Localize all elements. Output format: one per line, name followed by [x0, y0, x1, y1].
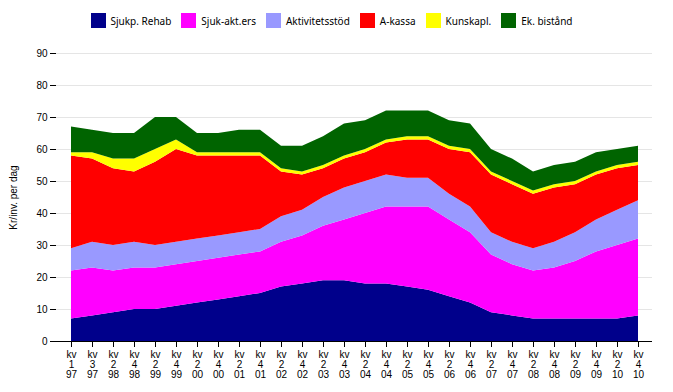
html-text:Sjuk-akt.ers: Sjuk-akt.ers [201, 13, 256, 28]
svg-text:30: 30 [36, 240, 48, 251]
svg-text:kv405: kv405 [423, 349, 435, 380]
svg-text:60: 60 [36, 144, 48, 155]
svg-text:50: 50 [36, 176, 48, 187]
svg-text:90: 90 [36, 48, 48, 59]
html-text:Kunskapl.: Kunskapl. [445, 13, 492, 28]
svg-text:kv197: kv197 [66, 349, 78, 380]
svg-text:kv299: kv299 [150, 349, 162, 380]
html-text:Ek. bistånd: Ek. bistånd [521, 13, 573, 28]
svg-text:kv410: kv410 [633, 349, 645, 380]
svg-text:kv404: kv404 [381, 349, 393, 380]
svg-text:kv498: kv498 [129, 349, 141, 380]
svg-text:kv200: kv200 [192, 349, 204, 380]
svg-text:40: 40 [36, 208, 48, 219]
html-text:Sjukp. Rehab: Sjukp. Rehab [110, 13, 172, 28]
svg-text:kv400: kv400 [213, 349, 225, 380]
svg-text:kv203: kv203 [318, 349, 330, 380]
svg-text:70: 70 [36, 112, 48, 123]
svg-text:kv409: kv409 [591, 349, 603, 380]
svg-text:kv408: kv408 [549, 349, 561, 380]
svg-text:kv407: kv407 [507, 349, 519, 380]
svg-text:10: 10 [36, 304, 48, 315]
svg-text:kv204: kv204 [360, 349, 372, 380]
svg-text:kv207: kv207 [486, 349, 498, 380]
svg-text:kv406: kv406 [465, 349, 477, 380]
html-text:A-kassa: A-kassa [379, 13, 416, 28]
svg-text:kv298: kv298 [108, 349, 120, 380]
svg-text:kv499: kv499 [171, 349, 183, 380]
svg-text:0: 0 [42, 336, 48, 347]
svg-text:kv402: kv402 [297, 349, 309, 380]
svg-text:kv202: kv202 [276, 349, 288, 380]
svg-text:20: 20 [36, 272, 48, 283]
svg-text:kv208: kv208 [528, 349, 540, 380]
svg-text:kv403: kv403 [339, 349, 351, 380]
svg-text:Kr/inv. per dag: Kr/inv. per dag [8, 165, 19, 229]
svg-text:kv397: kv397 [87, 349, 99, 380]
svg-text:kv205: kv205 [402, 349, 414, 380]
svg-text:kv210: kv210 [612, 349, 624, 380]
svg-text:kv401: kv401 [255, 349, 267, 380]
html-text:Aktivitetsstöd: Aktivitetsstöd [286, 13, 350, 28]
svg-text:kv209: kv209 [570, 349, 582, 380]
svg-text:80: 80 [36, 80, 48, 91]
svg-text:kv201: kv201 [234, 349, 246, 380]
svg-text:kv206: kv206 [444, 349, 456, 380]
